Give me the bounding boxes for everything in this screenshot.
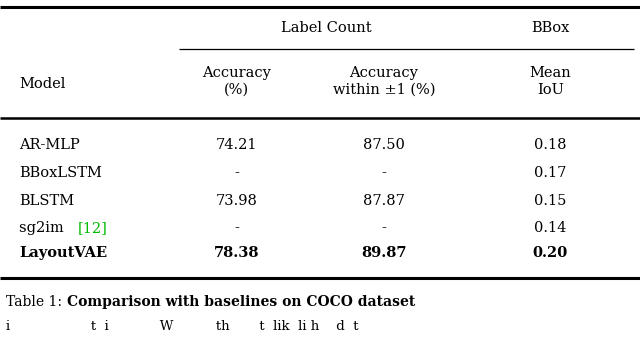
Text: Table 1:: Table 1: [6, 295, 74, 309]
Text: 0.15: 0.15 [534, 194, 566, 208]
Text: -: - [381, 221, 387, 235]
Text: Model: Model [19, 77, 65, 91]
Text: sg2im: sg2im [19, 221, 67, 235]
Text: 87.87: 87.87 [363, 194, 405, 208]
Text: BBox: BBox [531, 22, 570, 35]
Text: 74.21: 74.21 [216, 138, 257, 152]
Text: 73.98: 73.98 [216, 194, 258, 208]
Text: [12]: [12] [78, 221, 108, 235]
Text: -: - [234, 221, 239, 235]
Text: 87.50: 87.50 [363, 138, 405, 152]
Text: -: - [381, 166, 387, 180]
Text: Accuracy
(%): Accuracy (%) [202, 66, 271, 97]
Text: 0.18: 0.18 [534, 138, 566, 152]
Text: Accuracy
within ±1 (%): Accuracy within ±1 (%) [333, 66, 435, 97]
Text: BBoxLSTM: BBoxLSTM [19, 166, 102, 180]
Text: BLSTM: BLSTM [19, 194, 74, 208]
Text: Label Count: Label Count [281, 22, 372, 35]
Text: 78.38: 78.38 [214, 246, 260, 260]
Text: AR-MLP: AR-MLP [19, 138, 80, 152]
Text: 0.17: 0.17 [534, 166, 566, 180]
Text: 89.87: 89.87 [361, 246, 407, 260]
Text: LayoutVAE: LayoutVAE [19, 246, 108, 260]
Text: 0.20: 0.20 [532, 246, 568, 260]
Text: 0.14: 0.14 [534, 221, 566, 235]
Text: -: - [234, 166, 239, 180]
Text: Comparison with baselines on COCO dataset: Comparison with baselines on COCO datase… [67, 295, 415, 309]
Text: Mean
IoU: Mean IoU [529, 66, 572, 97]
Text: i                   t  i            W          th       t  lik  li h    d  t: i t i W th t lik li h d t [6, 320, 359, 333]
